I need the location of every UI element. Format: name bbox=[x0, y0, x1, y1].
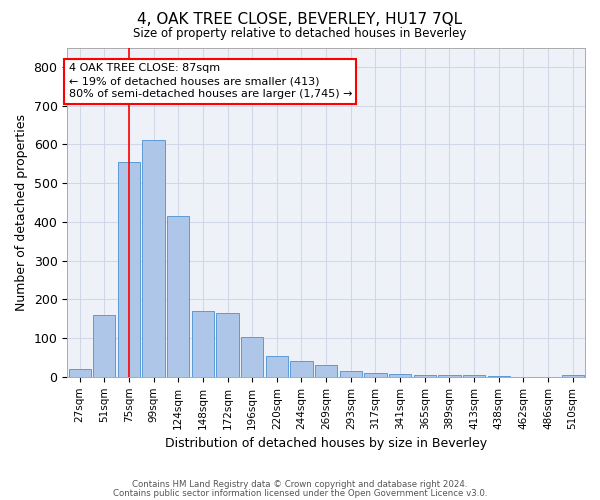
Bar bbox=[266, 356, 288, 377]
Bar bbox=[217, 313, 239, 377]
Bar bbox=[562, 375, 584, 377]
Text: 4 OAK TREE CLOSE: 87sqm
← 19% of detached houses are smaller (413)
80% of semi-d: 4 OAK TREE CLOSE: 87sqm ← 19% of detache… bbox=[68, 63, 352, 100]
Text: Contains public sector information licensed under the Open Government Licence v3: Contains public sector information licen… bbox=[113, 488, 487, 498]
X-axis label: Distribution of detached houses by size in Beverley: Distribution of detached houses by size … bbox=[165, 437, 487, 450]
Bar bbox=[241, 337, 263, 377]
Text: Size of property relative to detached houses in Beverley: Size of property relative to detached ho… bbox=[133, 28, 467, 40]
Bar bbox=[340, 371, 362, 377]
Bar bbox=[68, 369, 91, 377]
Bar bbox=[439, 376, 461, 377]
Bar bbox=[167, 216, 190, 377]
Bar bbox=[192, 311, 214, 377]
Bar bbox=[364, 373, 386, 377]
Bar bbox=[118, 162, 140, 377]
Bar bbox=[315, 365, 337, 377]
Bar bbox=[290, 360, 313, 377]
Bar bbox=[142, 140, 164, 377]
Bar bbox=[413, 376, 436, 377]
Bar bbox=[389, 374, 411, 377]
Text: Contains HM Land Registry data © Crown copyright and database right 2024.: Contains HM Land Registry data © Crown c… bbox=[132, 480, 468, 489]
Text: 4, OAK TREE CLOSE, BEVERLEY, HU17 7QL: 4, OAK TREE CLOSE, BEVERLEY, HU17 7QL bbox=[137, 12, 463, 28]
Bar bbox=[93, 315, 115, 377]
Bar bbox=[463, 376, 485, 377]
Y-axis label: Number of detached properties: Number of detached properties bbox=[15, 114, 28, 310]
